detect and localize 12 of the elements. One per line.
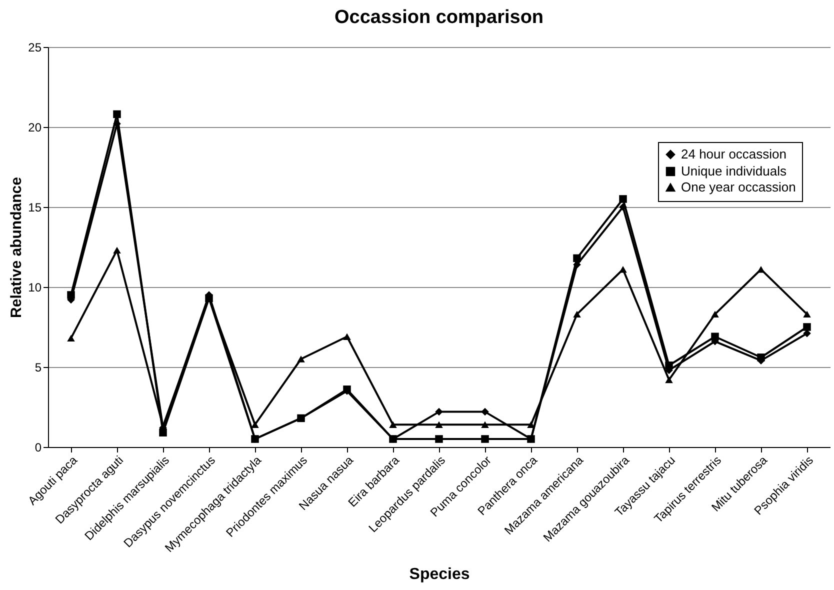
y-tick-label: 20 xyxy=(28,120,42,134)
legend-label: One year occassion xyxy=(681,180,796,194)
legend-label: Unique individuals xyxy=(681,164,788,178)
y-axis-title: Relative abundance xyxy=(8,177,26,318)
y-tick-label: 25 xyxy=(28,40,42,54)
y-tick-label: 5 xyxy=(34,360,42,374)
chart-title: Occassion comparison xyxy=(334,7,544,28)
y-tick-label: 10 xyxy=(28,280,42,294)
legend-label: 24 hour occassion xyxy=(681,146,787,162)
y-tick-label: 0 xyxy=(34,440,42,454)
y-tick-label: 15 xyxy=(28,200,42,214)
x-axis-title: Species xyxy=(409,566,470,584)
